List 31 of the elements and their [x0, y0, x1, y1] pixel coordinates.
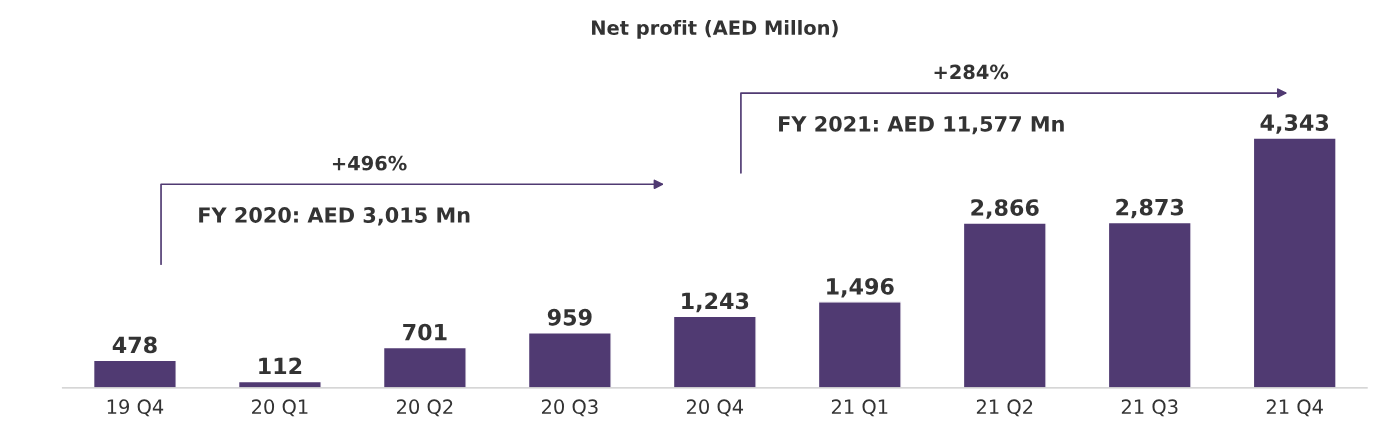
bar — [672, 315, 757, 388]
bar — [92, 359, 177, 388]
bar — [817, 301, 902, 388]
data-label: 112 — [259, 357, 302, 375]
data-label: 1,496 — [827, 277, 894, 298]
x-tick-label: 21 Q3 — [1121, 399, 1178, 417]
x-tick-label: 20 Q3 — [541, 399, 598, 417]
bar — [1252, 137, 1337, 388]
data-label: 701 — [403, 323, 447, 341]
data-label: 4,343 — [1260, 114, 1329, 134]
bar — [527, 332, 612, 388]
x-tick-label: 21 Q1 — [831, 399, 888, 417]
data-label: 2,866 — [971, 199, 1039, 219]
data-label: 2,873 — [1116, 198, 1184, 219]
x-tick-label: 20 Q2 — [397, 399, 453, 417]
data-label: 1,243 — [682, 292, 749, 313]
chart-title: Net profit (AED Millon) — [592, 19, 838, 39]
annotation: FY 2020: AED 3,015 Mn — [199, 207, 470, 226]
bar — [962, 222, 1047, 388]
text: +284% — [934, 64, 1009, 80]
x-tick-label: 20 Q4 — [686, 399, 744, 417]
annotation: +496% — [332, 155, 407, 171]
x-tick-label: 21 Q2 — [976, 399, 1033, 417]
data-label: 959 — [547, 308, 592, 326]
text: FY 2021: AED 11,577 Mn — [779, 115, 1064, 135]
x-tick-label: 21 Q4 — [1266, 399, 1323, 417]
bar — [382, 346, 467, 388]
data-label: 478 — [112, 336, 157, 354]
x-tick-label: 20 Q1 — [252, 399, 308, 417]
bar — [1107, 221, 1192, 388]
x-tick-label: 19 Q4 — [107, 399, 164, 417]
